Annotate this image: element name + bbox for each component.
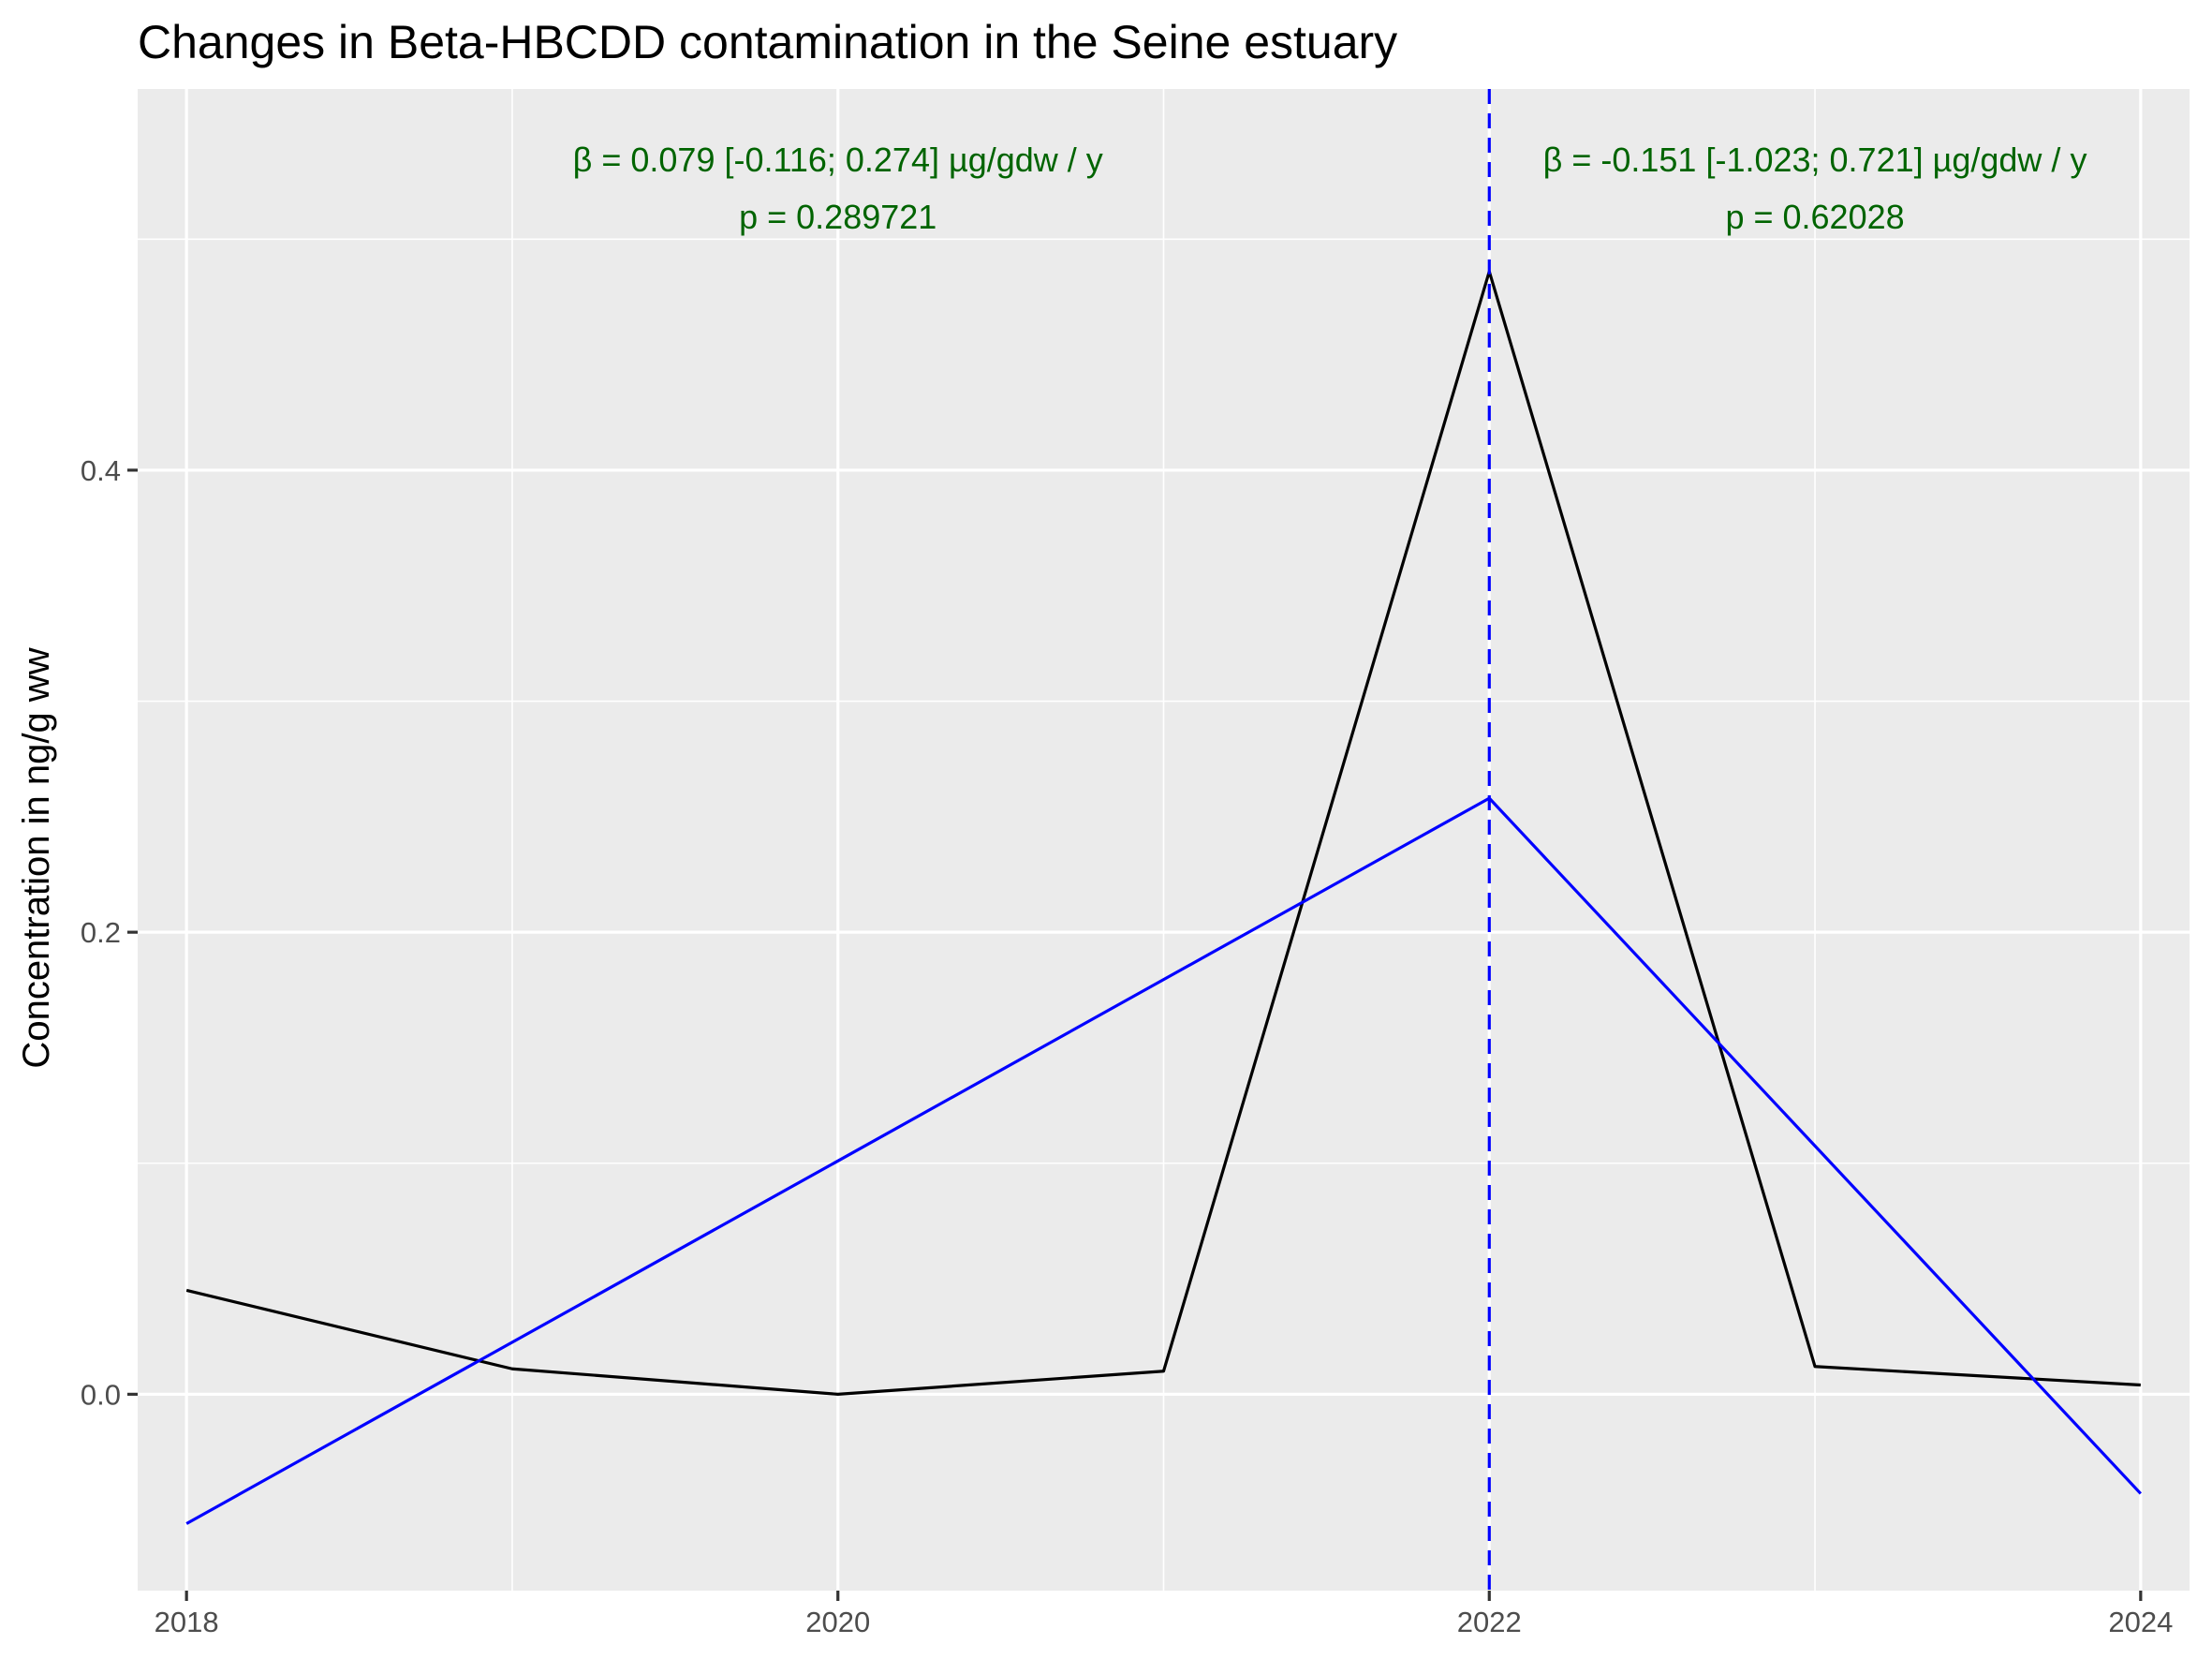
annotation-2-beta: β = -0.151 [-1.023; 0.721] µg/gdw / y [1543,141,2087,179]
y-axis: 0.0 0.2 0.4 [81,454,138,1411]
y-tick-label: 0.0 [81,1378,121,1411]
series-layer [185,89,2142,1591]
x-axis: 2018 2020 2022 2024 [155,1591,2173,1638]
x-tick-label: 2022 [1457,1606,1522,1638]
series-observed-line [185,270,2141,1396]
x-tick-label: 2020 [805,1606,870,1638]
x-tick-label: 2018 [155,1606,219,1638]
y-axis-label: Concentration in ng/g ww [16,647,57,1068]
annotation-1-beta: β = 0.079 [-0.116; 0.274] µg/gdw / y [573,141,1103,179]
annotation-2-p: p = 0.62028 [1725,198,1904,236]
annotation-1-p: p = 0.289721 [739,198,936,236]
grid-minor [138,89,2190,1591]
x-tick-label: 2024 [2108,1606,2173,1638]
y-tick-label: 0.2 [81,916,121,949]
annotation-layer: β = 0.079 [-0.116; 0.274] µg/gdw / y p = … [573,141,2087,236]
y-tick-label: 0.4 [81,454,121,487]
chart-title: Changes in Beta-HBCDD contamination in t… [138,16,1397,68]
